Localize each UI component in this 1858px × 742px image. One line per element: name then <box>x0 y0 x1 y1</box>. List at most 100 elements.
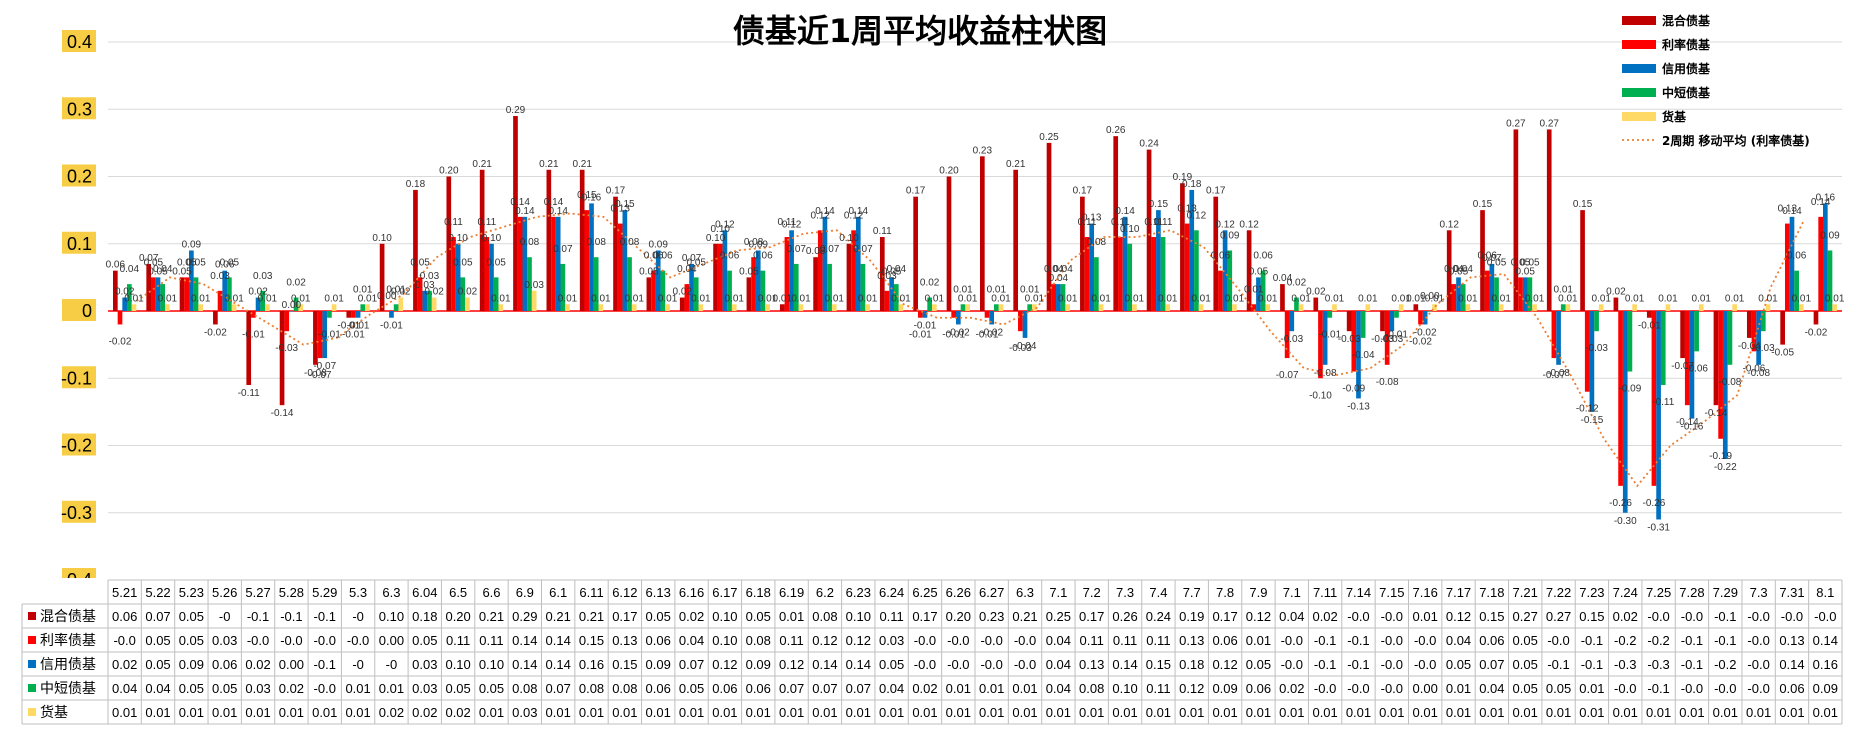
data-label: 0.17 <box>1206 186 1226 197</box>
table-cell: 0.06 <box>712 681 737 696</box>
table-cell: 0.01 <box>779 609 804 624</box>
x-tick-label: 7.1 <box>1049 585 1067 600</box>
table-cell: 0.18 <box>412 609 437 624</box>
bar <box>351 311 356 318</box>
table-corner <box>0 578 96 608</box>
table-cell: 0.01 <box>679 705 704 720</box>
bar <box>589 203 594 311</box>
data-label: -0.16 <box>1681 422 1704 433</box>
bar <box>765 304 770 311</box>
legend-label: 混合债基 <box>1662 13 1711 28</box>
y-tick-label: -0.2 <box>61 436 92 456</box>
bar <box>1365 304 1371 311</box>
data-label: -0.03 <box>275 343 298 354</box>
bar <box>684 284 690 311</box>
bar <box>1032 304 1037 311</box>
table-cell: 0.02 <box>1279 681 1304 696</box>
data-label: 0.01 <box>1225 293 1245 304</box>
bar <box>1098 304 1104 311</box>
bar <box>1427 311 1433 312</box>
bar <box>1565 304 1571 311</box>
table-cell: 0.05 <box>646 609 671 624</box>
table-cell: -0.1 <box>1314 657 1336 672</box>
bar <box>1060 284 1066 311</box>
data-label: -0.03 <box>1752 343 1775 354</box>
table-cell: 0.01 <box>312 705 337 720</box>
data-label: -0.03 <box>1280 334 1303 345</box>
bar <box>1056 284 1061 311</box>
bar <box>1432 304 1437 311</box>
bar <box>313 311 318 365</box>
bar <box>831 304 837 311</box>
data-label: -0.05 <box>1771 348 1794 359</box>
table-cell: -0.0 <box>980 633 1002 648</box>
table-cell: -0.0 <box>1547 633 1569 648</box>
table-cell: 0.01 <box>1413 705 1438 720</box>
bar <box>413 189 418 311</box>
table-cell: 0.00 <box>1413 681 1438 696</box>
data-label: -0.01 <box>318 330 341 341</box>
bar <box>1684 311 1690 406</box>
table-cell: 0.01 <box>1012 681 1037 696</box>
data-label: 0.10 <box>448 233 468 244</box>
data-label: 0.09 <box>648 239 668 250</box>
data-label: 0.02 <box>458 287 478 298</box>
data-label: -0.01 <box>909 330 932 341</box>
data-label: 0.09 <box>1820 230 1840 241</box>
bar <box>598 304 604 311</box>
bar <box>1622 311 1628 513</box>
table-cell: 0.06 <box>1479 633 1504 648</box>
table-cell: 0.03 <box>412 657 437 672</box>
bar <box>179 277 185 311</box>
table-cell: 0.01 <box>345 681 370 696</box>
data-label: 0.02 <box>1306 287 1326 298</box>
trendline-path <box>136 212 1805 488</box>
bar <box>613 196 618 311</box>
data-label: 0.00 <box>377 291 397 302</box>
data-label: 0.14 <box>510 197 530 208</box>
bar <box>1618 311 1623 486</box>
bar <box>1446 230 1452 311</box>
data-label: 0.01 <box>491 293 511 304</box>
data-label: 0.12 <box>1239 219 1259 230</box>
table-cell: -0.0 <box>1414 633 1436 648</box>
bar <box>246 311 252 385</box>
table-cell: 0.14 <box>1813 633 1838 648</box>
bar <box>365 304 370 311</box>
bar <box>1656 311 1661 520</box>
bar <box>827 263 832 311</box>
bar <box>493 277 499 311</box>
table-cell: 0.10 <box>379 609 404 624</box>
x-tick-label: 5.3 <box>349 585 367 600</box>
bar <box>346 311 352 318</box>
table-cell: 0.02 <box>379 705 404 720</box>
data-label: -0.07 <box>309 370 332 381</box>
data-label: 0.01 <box>1558 293 1578 304</box>
table-cell: -0.1 <box>1547 657 1569 672</box>
table-cell: -0.1 <box>314 609 336 624</box>
table-cell: -0.0 <box>1281 633 1303 648</box>
data-label: 0.01 <box>224 293 244 304</box>
table-cell: 0.11 <box>446 633 470 648</box>
data-label: 0.02 <box>672 287 692 298</box>
bar <box>1280 284 1285 311</box>
bar <box>565 304 570 311</box>
bar <box>1227 250 1233 311</box>
table-cell: -0.0 <box>947 633 969 648</box>
table-cell: -0.0 <box>914 633 936 648</box>
x-tick-label: 6.26 <box>946 585 971 600</box>
table-cell: 0.03 <box>512 705 537 720</box>
bar <box>555 216 561 311</box>
table-cell: 0.01 <box>1413 609 1438 624</box>
bar <box>1118 237 1123 311</box>
data-label: 0.20 <box>439 166 459 177</box>
table-cell: 0.09 <box>1813 681 1838 696</box>
bar <box>1660 311 1666 385</box>
table-cell: 0.07 <box>779 681 804 696</box>
data-label: 0.13 <box>1778 204 1798 215</box>
data-label: 0.07 <box>853 244 873 255</box>
table-cell: -0.1 <box>1347 633 1369 648</box>
data-label: 0.14 <box>1782 206 1802 217</box>
data-label: -0.01 <box>342 330 365 341</box>
